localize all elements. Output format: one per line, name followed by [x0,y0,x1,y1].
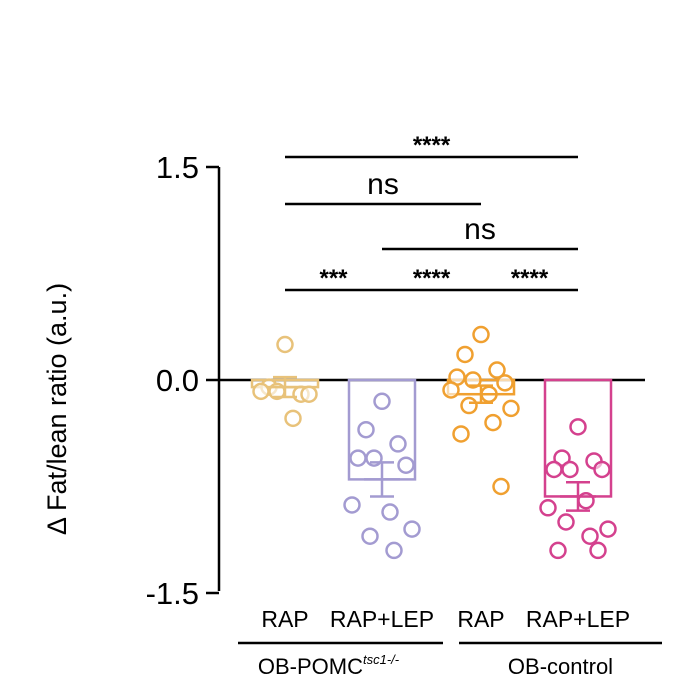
data-point [252,382,270,401]
data-point [488,361,506,379]
category-label: RAP [457,606,504,632]
data-point [545,460,563,479]
category-label: RAP+LEP [526,606,630,632]
data-point [284,409,302,428]
data-point [442,381,460,399]
group-label-superscript: tsc1-/- [363,652,400,667]
data-point [403,520,421,538]
significance-label: *** [319,265,348,292]
data-point [300,385,318,403]
data-point [276,335,294,354]
data-point [492,477,510,496]
group-label: OB-POMCtsc1-/- [258,652,400,679]
data-point [464,371,482,389]
significance-label: **** [413,265,451,292]
labels-layer: 1.5 0.0 -1.5 Δ Fat/lean ratio (a.u.) RAP RAP+… [42,150,662,679]
y-tick-label: -1.5 [146,576,199,611]
category-label: RAP+LEP [330,606,434,632]
data-point [349,449,367,467]
data-point [357,420,375,439]
data-point [460,396,478,415]
y-axis-label: Δ Fat/lean ratio (a.u.) [42,283,72,535]
category-label: RAP [261,606,308,632]
data-point [472,325,490,344]
data-point [581,527,599,545]
data-point [373,392,391,411]
data-point [452,425,470,443]
data-point [385,541,403,560]
data-point [456,345,474,364]
data-point [397,456,415,474]
data-point [561,460,579,479]
group-label: OB-control [508,654,613,679]
data-point [549,541,567,560]
significance-label: ns [464,213,496,246]
data-point [381,503,399,521]
y-tick-label: 1.5 [156,150,199,185]
data-point [343,496,361,514]
data-point [569,418,587,436]
data-point [502,399,520,418]
error-bars-layer [267,375,596,512]
data-point [589,541,607,560]
data-point [557,513,575,531]
data-point [361,527,379,545]
data-point [484,413,502,432]
data-point [593,460,611,479]
data-point [599,520,617,538]
significance-label: **** [413,132,451,159]
data-point [539,499,557,517]
significance-label: **** [511,265,549,292]
y-tick-label: 0.0 [156,363,199,398]
bar [543,378,613,498]
significance-label: ns [367,168,399,201]
data-point [496,374,514,392]
data-point [389,435,407,453]
points-layer [252,325,617,560]
